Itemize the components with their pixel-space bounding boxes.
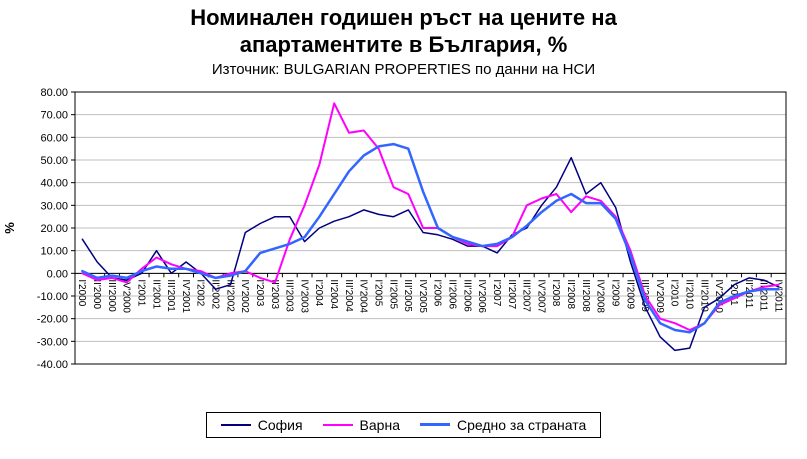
chart-title-line2: апартаментите в България, % <box>239 31 568 57</box>
series-line-sofia <box>81 156 780 351</box>
legend-line-swatch <box>220 423 251 426</box>
x-tick-label: II'2008 <box>565 279 576 309</box>
y-tick-label: -30.00 <box>37 336 68 348</box>
x-tick-label: II'2006 <box>447 279 458 309</box>
x-tick-label: III'2007 <box>521 279 532 312</box>
legend-label: Варна <box>359 416 400 433</box>
y-tick-label: -20.00 <box>37 313 68 325</box>
legend-label: София <box>257 416 303 433</box>
x-tick-label: I'2008 <box>550 279 561 306</box>
x-tick-label: III'2006 <box>461 279 472 312</box>
x-tick-label: III'2010 <box>698 279 709 312</box>
x-tick-label: I'2005 <box>372 279 383 306</box>
chart-svg: % 80.00 70.00 60.00 50.00 40.00 30.00 20.00 10.… <box>2 87 787 371</box>
x-tick-label: IV'2009 <box>654 279 665 313</box>
x-tick-label: II'2009 <box>624 279 635 309</box>
x-tick-label: IV'2011 <box>772 279 783 312</box>
legend-wrap: София Варна Средно за страната <box>0 411 807 438</box>
x-tick-label: I'2009 <box>609 279 620 306</box>
y-tick-label: 60.00 <box>40 132 68 144</box>
x-tick-label: IV'2008 <box>595 279 606 313</box>
legend: София Варна Средно за страната <box>205 411 602 438</box>
legend-line-swatch <box>419 423 450 427</box>
chart-title-line1: Номинален годишен ръст на цените на <box>190 5 617 30</box>
x-tick-label: III'2002 <box>224 279 235 312</box>
y-tick-label: 50.00 <box>40 155 68 167</box>
x-tick-label: III'2000 <box>106 279 117 312</box>
x-tick-label: IV'2004 <box>358 279 369 313</box>
x-tick-label: IV'2001 <box>180 279 191 313</box>
legend-item-varna: Варна <box>322 416 400 433</box>
x-tick-label: III'2004 <box>343 279 354 312</box>
series-line-varna <box>81 101 780 331</box>
x-tick-label: I'2004 <box>313 279 324 306</box>
x-tick-label: II'2001 <box>150 279 161 309</box>
chart-header: Номинален годишен ръст на цените на апар… <box>0 0 807 78</box>
x-tick-label: II'2004 <box>328 279 339 309</box>
x-tick-label: I'2003 <box>254 279 265 306</box>
y-axis-title: % <box>2 221 17 233</box>
x-tick-label: II'2005 <box>387 279 398 309</box>
y-tick-label: 0.00 <box>47 268 68 280</box>
x-tick-label: III'2003 <box>284 279 295 312</box>
x-tick-label: III'2008 <box>580 279 591 312</box>
x-tick-label: III'2001 <box>165 279 176 312</box>
legend-line-swatch <box>322 423 353 426</box>
y-tick-label: 10.00 <box>40 245 68 257</box>
x-tick-label: I'2001 <box>135 279 146 306</box>
x-tick-label: IV'2005 <box>417 279 428 313</box>
x-tick-label: I'2011 <box>728 279 739 306</box>
y-tick-label: -40.00 <box>37 359 68 371</box>
x-tick-label: I'2002 <box>195 279 206 306</box>
x-tick-label: I'2010 <box>669 279 680 306</box>
x-tick-label: I'2006 <box>432 279 443 306</box>
x-tick-label: IV'2010 <box>713 279 724 313</box>
x-tick-label: I'2007 <box>491 279 502 306</box>
x-tick-label: II'2007 <box>506 279 517 309</box>
x-tick-label: II'2011 <box>743 279 754 308</box>
x-tick-label: IV'2002 <box>239 279 250 313</box>
y-tick-label: 80.00 <box>40 87 68 99</box>
y-tick-label: 20.00 <box>40 223 68 235</box>
series-line-average <box>81 142 780 334</box>
x-tick-label: II'2010 <box>684 279 695 309</box>
x-tick-label: IV'2007 <box>535 279 546 313</box>
y-tick-label: 70.00 <box>40 109 68 121</box>
x-tick-label: II'2000 <box>91 279 102 309</box>
legend-item-average: Средно за страната <box>419 416 587 433</box>
x-tick-label: I'2000 <box>76 279 87 306</box>
x-tick-label: IV'2000 <box>121 279 132 313</box>
x-tick-label: IV'2006 <box>476 279 487 313</box>
legend-item-sofia: София <box>220 416 303 433</box>
y-tick-label: -10.00 <box>37 291 68 303</box>
x-tick-label: IV'2003 <box>298 279 309 313</box>
y-tick-label: 30.00 <box>40 200 68 212</box>
x-tick-label: II'2002 <box>210 279 221 309</box>
y-tick-label: 40.00 <box>40 177 68 189</box>
legend-label: Средно за страната <box>456 416 587 433</box>
chart-subtitle: Източник: BULGARIAN PROPERTIES по данни … <box>211 60 596 78</box>
x-tick-label: III'2005 <box>402 279 413 312</box>
x-tick-label: III'2011 <box>758 279 769 311</box>
x-tick-label: II'2003 <box>269 279 280 309</box>
